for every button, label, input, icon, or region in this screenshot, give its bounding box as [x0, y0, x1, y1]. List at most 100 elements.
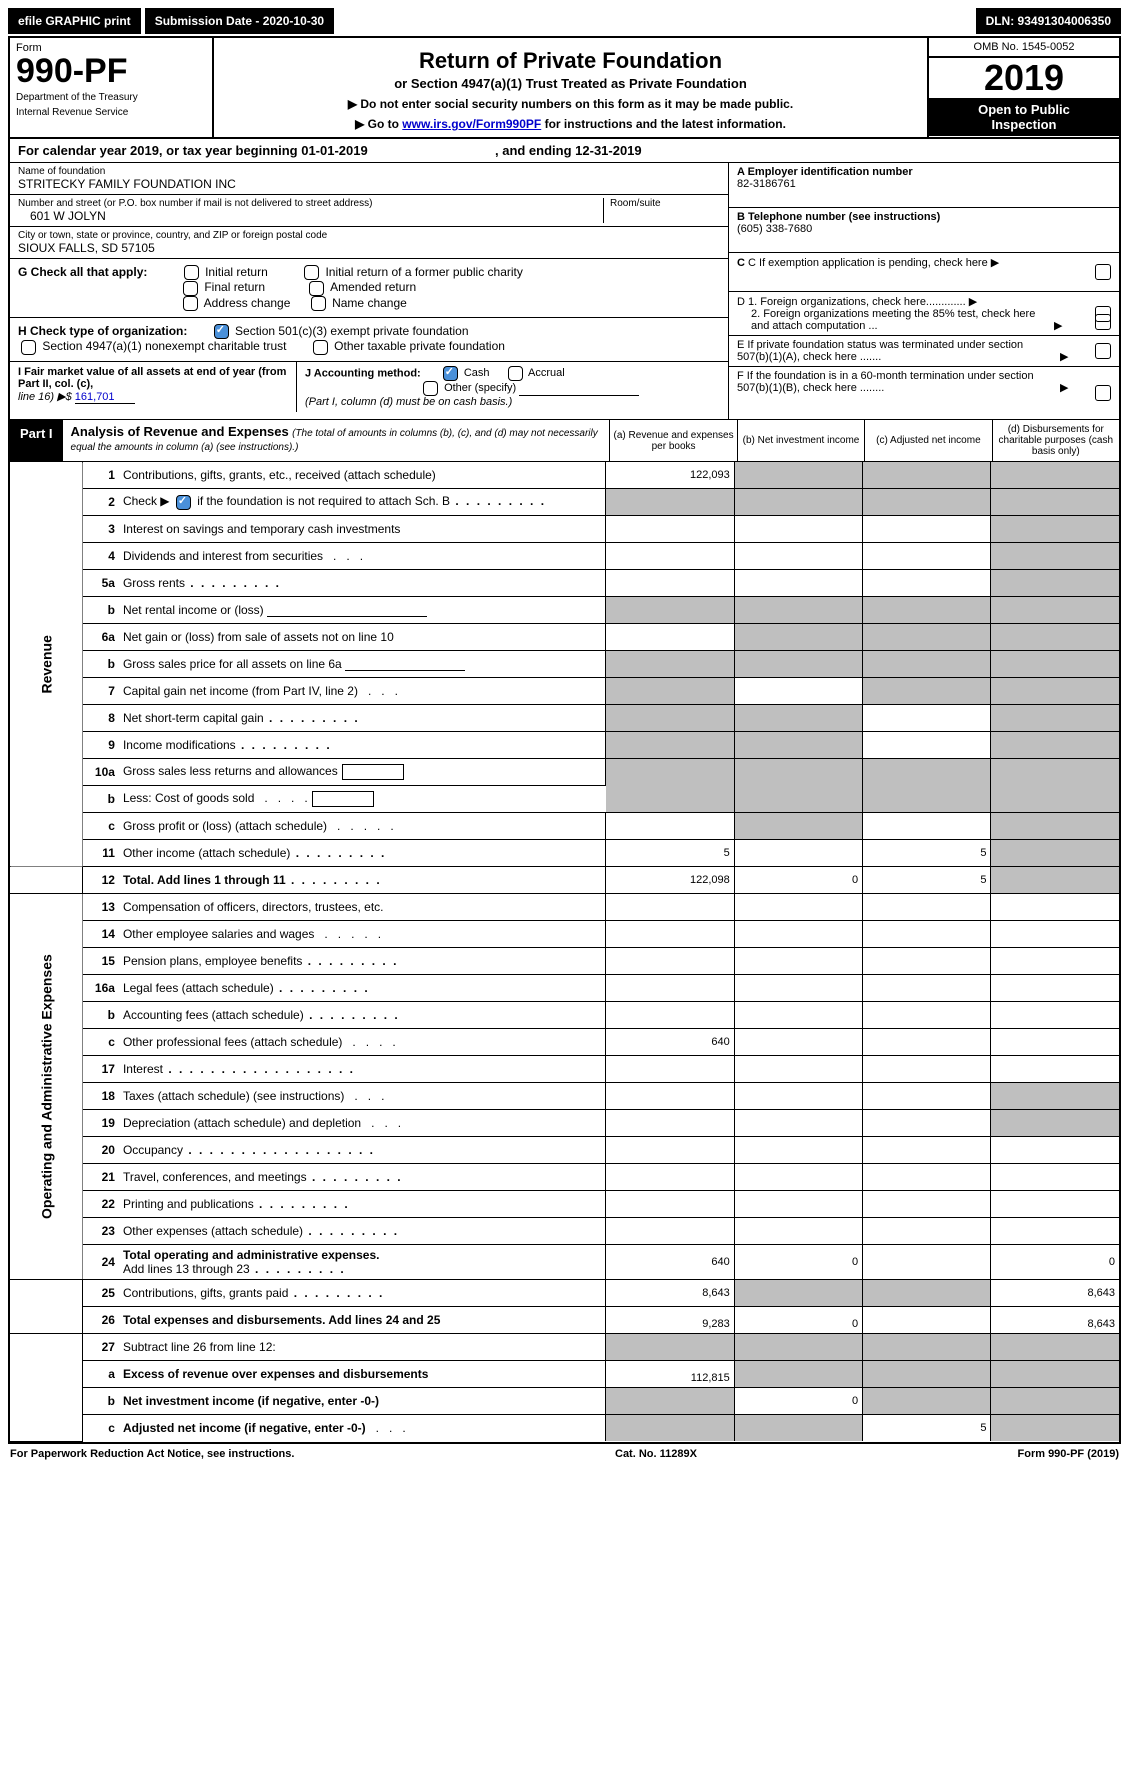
instr-2-post: for instructions and the latest informat…	[541, 117, 786, 131]
j-cash: Cash	[464, 367, 490, 379]
info-left: Name of foundation STRITECKY FAMILY FOUN…	[10, 163, 729, 419]
phone-value: (605) 338-7680	[737, 223, 812, 235]
l11-a: 5	[606, 840, 735, 867]
final-return-checkbox[interactable]	[183, 281, 198, 296]
f-label: F If the foundation is in a 60-month ter…	[737, 370, 1057, 394]
h-o2: Section 4947(a)(1) nonexempt charitable …	[42, 339, 286, 353]
phone-cell: B Telephone number (see instructions) (6…	[729, 208, 1119, 253]
g-o4: Amended return	[330, 280, 416, 294]
col-a-header: (a) Revenue and expenses per books	[609, 420, 736, 461]
l24-d: 0	[991, 1245, 1119, 1280]
room-label: Room/suite	[610, 198, 720, 209]
table-row: 25Contributions, gifts, grants paid8,643…	[10, 1280, 1119, 1307]
e-label: E If private foundation status was termi…	[737, 339, 1057, 363]
l12-b: 0	[734, 867, 862, 894]
g-section: G Check all that apply: Initial return I…	[10, 259, 728, 318]
instr-1: ▶ Do not enter social security numbers o…	[220, 97, 921, 111]
f-cell: F If the foundation is in a 60-month ter…	[729, 367, 1119, 419]
d2-checkbox[interactable]	[1095, 314, 1111, 330]
j-other: Other (specify)	[444, 382, 516, 394]
g-o6: Name change	[332, 296, 407, 310]
footer-left: For Paperwork Reduction Act Notice, see …	[10, 1448, 294, 1460]
l14: Other employee salaries and wages	[123, 927, 314, 941]
table-row: 6aNet gain or (loss) from sale of assets…	[10, 624, 1119, 651]
l2b: if the foundation is not required to att…	[197, 494, 450, 508]
efile-button[interactable]: efile GRAPHIC print	[8, 8, 141, 34]
top-bar: efile GRAPHIC print Submission Date - 20…	[8, 8, 1121, 34]
l12: Total. Add lines 1 through 11	[123, 873, 286, 887]
l19: Depreciation (attach schedule) and deple…	[123, 1116, 361, 1130]
c-checkbox[interactable]	[1095, 264, 1111, 280]
initial-former-checkbox[interactable]	[304, 265, 319, 280]
foundation-name: STRITECKY FAMILY FOUNDATION INC	[18, 177, 720, 191]
footer-right: Form 990-PF (2019)	[1018, 1448, 1120, 1460]
l16b: Accounting fees (attach schedule)	[123, 1008, 304, 1022]
table-row: 14Other employee salaries and wages . . …	[10, 921, 1119, 948]
4947a1-checkbox[interactable]	[21, 340, 36, 355]
l9: Income modifications	[123, 738, 236, 752]
l16c-a: 640	[606, 1029, 735, 1056]
irs-link[interactable]: www.irs.gov/Form990PF	[402, 117, 541, 131]
l27b-b: 0	[734, 1388, 862, 1415]
e-checkbox[interactable]	[1095, 343, 1111, 359]
initial-return-checkbox[interactable]	[184, 265, 199, 280]
amended-return-checkbox[interactable]	[309, 281, 324, 296]
address-cell: Number and street (or P.O. box number if…	[10, 195, 728, 227]
city-cell: City or town, state or province, country…	[10, 227, 728, 259]
l18: Taxes (attach schedule) (see instruction…	[123, 1089, 344, 1103]
g-o1: Initial return	[205, 265, 268, 279]
l7: Capital gain net income (from Part IV, l…	[123, 684, 358, 698]
501c3-checkbox[interactable]	[214, 324, 229, 339]
l25: Contributions, gifts, grants paid	[123, 1286, 288, 1300]
table-row: 19Depreciation (attach schedule) and dep…	[10, 1110, 1119, 1137]
l1-a: 122,093	[606, 462, 735, 489]
table-row: 18Taxes (attach schedule) (see instructi…	[10, 1083, 1119, 1110]
address-change-checkbox[interactable]	[183, 296, 198, 311]
table-row: aExcess of revenue over expenses and dis…	[10, 1361, 1119, 1388]
part1-tag: Part I	[10, 420, 63, 461]
sch-b-checkbox[interactable]	[176, 495, 191, 510]
dept-irs: Internal Revenue Service	[16, 107, 206, 118]
foundation-name-cell: Name of foundation STRITECKY FAMILY FOUN…	[10, 163, 728, 195]
b-label: B Telephone number (see instructions)	[737, 211, 940, 223]
calendar-year-row: For calendar year 2019, or tax year begi…	[10, 139, 1119, 163]
l26-d: 8,643	[991, 1307, 1119, 1334]
revenue-side-label: Revenue	[10, 462, 83, 867]
l26: Total expenses and disbursements. Add li…	[123, 1313, 440, 1327]
form-header: Form 990-PF Department of the Treasury I…	[10, 38, 1119, 139]
col-b-header: (b) Net investment income	[737, 420, 864, 461]
l27c: Adjusted net income (if negative, enter …	[123, 1421, 366, 1435]
l1-desc: Contributions, gifts, grants, etc., rece…	[119, 462, 606, 489]
l26-a: 9,283	[606, 1307, 735, 1334]
h-o3: Other taxable private foundation	[334, 339, 505, 353]
col-headers: (a) Revenue and expenses per books (b) N…	[609, 420, 1119, 461]
page-footer: For Paperwork Reduction Act Notice, see …	[8, 1444, 1121, 1460]
other-method-checkbox[interactable]	[423, 381, 438, 396]
addr-label: Number and street (or P.O. box number if…	[18, 198, 603, 209]
g-label: G Check all that apply:	[18, 265, 147, 279]
l15: Pension plans, employee benefits	[123, 954, 302, 968]
name-change-checkbox[interactable]	[311, 296, 326, 311]
ein-cell: A Employer identification number 82-3186…	[729, 163, 1119, 208]
l27a-a: 112,815	[606, 1361, 735, 1388]
omb-number: OMB No. 1545-0052	[929, 38, 1119, 58]
form-title: Return of Private Foundation	[220, 48, 921, 74]
table-row: cGross profit or (loss) (attach schedule…	[10, 813, 1119, 840]
d-cell: D 1. Foreign organizations, check here..…	[729, 292, 1119, 336]
a-label: A Employer identification number	[737, 166, 913, 178]
l25-a: 8,643	[606, 1280, 735, 1307]
col-c-header: (c) Adjusted net income	[864, 420, 991, 461]
cash-checkbox[interactable]	[443, 366, 458, 381]
f-checkbox[interactable]	[1095, 385, 1111, 401]
l6b: Gross sales price for all assets on line…	[123, 657, 342, 671]
table-row: 8Net short-term capital gain	[10, 705, 1119, 732]
footer-mid: Cat. No. 11289X	[615, 1448, 697, 1460]
table-row: bNet rental income or (loss)	[10, 597, 1119, 624]
l24-a: 640	[606, 1245, 735, 1280]
other-taxable-checkbox[interactable]	[313, 340, 328, 355]
expenses-side-label: Operating and Administrative Expenses	[10, 894, 83, 1280]
l24a: Total operating and administrative expen…	[123, 1248, 380, 1262]
accrual-checkbox[interactable]	[508, 366, 523, 381]
dln: DLN: 93491304006350	[976, 8, 1121, 34]
l27a: Excess of revenue over expenses and disb…	[123, 1367, 428, 1381]
